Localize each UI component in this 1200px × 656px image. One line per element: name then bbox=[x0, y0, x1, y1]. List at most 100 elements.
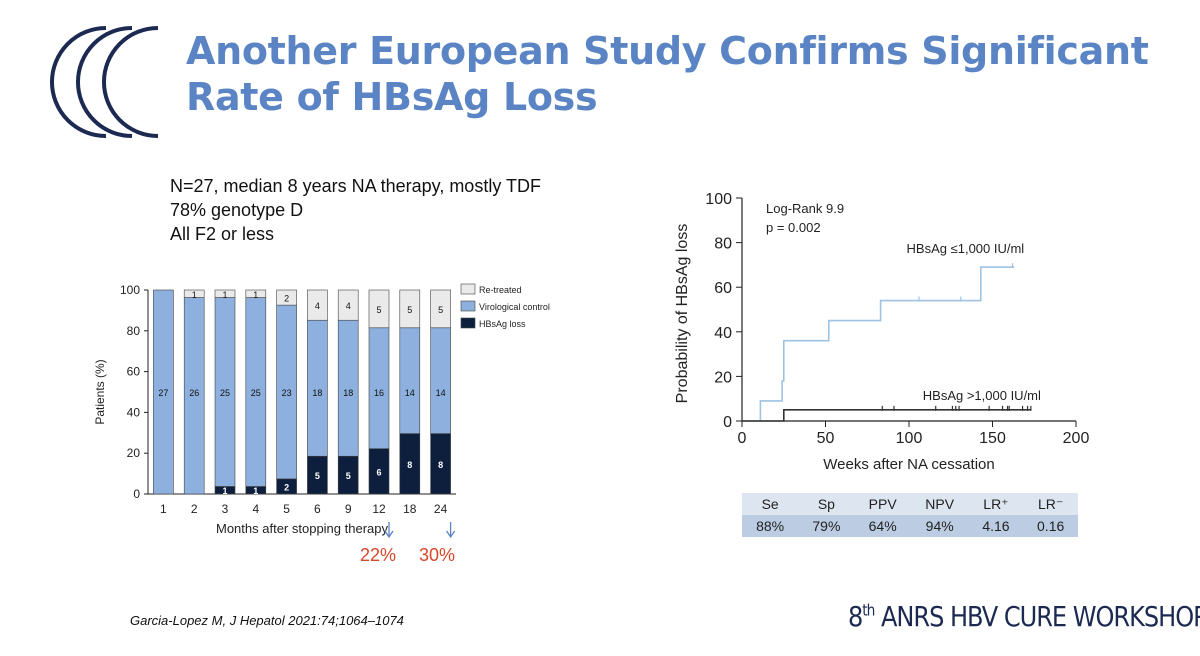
study-details: N=27, median 8 years NA therapy, mostly … bbox=[170, 174, 541, 246]
x-tick-label: 4 bbox=[252, 502, 259, 516]
bar-label-virological-control: 14 bbox=[436, 388, 446, 398]
arrow-head bbox=[384, 530, 394, 539]
legend-swatch bbox=[460, 317, 476, 329]
legend-swatch bbox=[460, 300, 476, 312]
workshop-ordinal: th bbox=[862, 600, 875, 620]
diagnostic-stats-table: Se Sp PPV NPV LR⁺ LR⁻ 88% 79% 64% 94% 4.… bbox=[742, 493, 1078, 537]
legend-label: Re-treated bbox=[479, 285, 522, 295]
y-tick-label: 60 bbox=[127, 365, 141, 379]
x-tick-label: 150 bbox=[979, 430, 1006, 447]
bar-label-virological-control: 23 bbox=[282, 388, 292, 398]
y-tick-label: 100 bbox=[705, 191, 732, 208]
km-label-high-hbsag: HBsAg >1,000 IU/ml bbox=[923, 388, 1041, 403]
x-tick-label: 100 bbox=[896, 430, 923, 447]
bar-segment-re-treated bbox=[214, 289, 236, 298]
stat-value: 88% bbox=[742, 515, 799, 537]
bar-label-virological-control: 18 bbox=[312, 388, 322, 398]
y-tick-label: 40 bbox=[714, 325, 732, 342]
bar-segment-re-treated bbox=[399, 289, 421, 329]
y-tick-label: 80 bbox=[127, 324, 141, 338]
p-value-annotation: p = 0.002 bbox=[766, 220, 821, 235]
bullet-genotype: 78% genotype D bbox=[170, 200, 304, 220]
y-axis-label: Patients (%) bbox=[93, 359, 107, 424]
bar-label-hbsag-loss: 8 bbox=[407, 460, 412, 470]
stat-value: 4.16 bbox=[968, 515, 1024, 537]
bar-label-re-treated: 5 bbox=[438, 305, 443, 315]
bar-label-hbsag-loss: 1 bbox=[253, 486, 258, 496]
y-axis-label: Probability of HBsAg loss bbox=[674, 224, 691, 404]
bar-label-virological-control: 26 bbox=[189, 388, 199, 398]
bar-label-virological-control: 14 bbox=[405, 388, 415, 398]
stacked-bar-chart: 0 20 40 60 80 100 Patients (%) Months after sto… bbox=[93, 283, 550, 539]
x-tick-label: 50 bbox=[817, 430, 835, 447]
stat-header: Se bbox=[742, 493, 799, 515]
legend-label: Virological control bbox=[479, 302, 550, 312]
logo-arc-1 bbox=[50, 26, 107, 138]
bar-segment-re-treated bbox=[368, 289, 390, 329]
x-tick-label: 0 bbox=[738, 430, 747, 447]
stat-header: LR⁻ bbox=[1023, 493, 1078, 515]
bar-chart-axes: 0 20 40 60 80 100 Patients (%) Months after sto… bbox=[93, 283, 456, 539]
workshop-name: ANRS HBV CURE WORKSHOP bbox=[874, 600, 1200, 633]
legend-label: HBsAg loss bbox=[479, 319, 526, 329]
x-tick-label: 2 bbox=[191, 502, 198, 516]
workshop-logo bbox=[50, 26, 159, 138]
y-tick-label: 100 bbox=[120, 283, 140, 297]
stat-value: 64% bbox=[854, 515, 911, 537]
x-tick-label: 18 bbox=[403, 502, 417, 516]
bar-label-hbsag-loss: 6 bbox=[376, 467, 381, 477]
x-tick-label: 9 bbox=[345, 502, 352, 516]
km-chart-lines: HBsAg ≤1,000 IU/ml HBsAg >1,000 IU/ml bbox=[742, 241, 1041, 422]
stat-value: 94% bbox=[910, 515, 969, 537]
logo-arc-2 bbox=[76, 26, 133, 138]
citation: Garcia-Lopez M, J Hepatol 2021:74;1064–1… bbox=[130, 613, 404, 628]
bullet-fibrosis: All F2 or less bbox=[170, 224, 275, 244]
callout-month-24: 30% bbox=[419, 545, 456, 565]
bar-segment-virological-control bbox=[399, 327, 421, 434]
arrow-head bbox=[446, 530, 456, 539]
bar-label-hbsag-loss: 5 bbox=[315, 471, 320, 481]
km-line-low-hbsag bbox=[759, 266, 1015, 421]
bar-label-virological-control: 25 bbox=[251, 388, 261, 398]
stat-header: LR⁺ bbox=[968, 493, 1024, 515]
x-tick-label: 12 bbox=[372, 502, 386, 516]
workshop-banner: 8th ANRS HBV CURE WORKSHOP bbox=[848, 600, 1200, 633]
stat-header: NPV bbox=[910, 493, 969, 515]
stats-value-row: 88% 79% 64% 94% 4.16 0.16 bbox=[742, 515, 1078, 537]
legend-swatch bbox=[460, 283, 476, 295]
x-tick-label: 200 bbox=[1063, 430, 1090, 447]
bar-segment-re-treated bbox=[307, 289, 328, 321]
bar-label-virological-control: 27 bbox=[158, 388, 168, 398]
y-tick-label: 60 bbox=[714, 280, 732, 297]
callout-month-12: 22% bbox=[360, 545, 397, 565]
bar-segment-re-treated bbox=[337, 289, 359, 321]
y-tick-label: 80 bbox=[714, 236, 732, 253]
x-tick-label: 3 bbox=[222, 502, 229, 516]
bar-segment-virological-control bbox=[430, 327, 451, 434]
y-tick-label: 20 bbox=[127, 446, 141, 460]
stat-header: PPV bbox=[854, 493, 911, 515]
bar-label-re-treated: 5 bbox=[376, 305, 381, 315]
y-tick-label: 20 bbox=[714, 369, 732, 386]
kaplan-meier-chart: 0 20 40 60 80 100 0 50 100 150 200 Probability of H… bbox=[674, 191, 1090, 473]
bar-label-re-treated: 5 bbox=[407, 305, 412, 315]
stat-value: 0.16 bbox=[1023, 515, 1078, 537]
y-tick-label: 0 bbox=[133, 487, 140, 501]
y-tick-label: 40 bbox=[127, 405, 141, 419]
bar-label-re-treated: 1 bbox=[222, 290, 227, 300]
bar-label-hbsag-loss: 1 bbox=[222, 486, 227, 496]
x-tick-label: 24 bbox=[434, 502, 448, 516]
bar-label-re-treated: 4 bbox=[346, 301, 351, 311]
x-axis-label: Weeks after NA cessation bbox=[823, 456, 994, 473]
bar-segment-virological-control bbox=[153, 289, 174, 495]
stats-header-row: Se Sp PPV NPV LR⁺ LR⁻ bbox=[742, 493, 1078, 515]
stat-value: 79% bbox=[798, 515, 855, 537]
workshop-number: 8 bbox=[848, 600, 863, 633]
x-tick-label: 5 bbox=[283, 502, 290, 516]
km-line-high-hbsag bbox=[742, 409, 1031, 422]
y-tick-label: 0 bbox=[723, 414, 732, 431]
bar-segment-re-treated bbox=[430, 289, 451, 329]
bar-label-hbsag-loss: 5 bbox=[346, 471, 351, 481]
slide-title: Another European Study Confirms Signific… bbox=[186, 29, 1149, 119]
